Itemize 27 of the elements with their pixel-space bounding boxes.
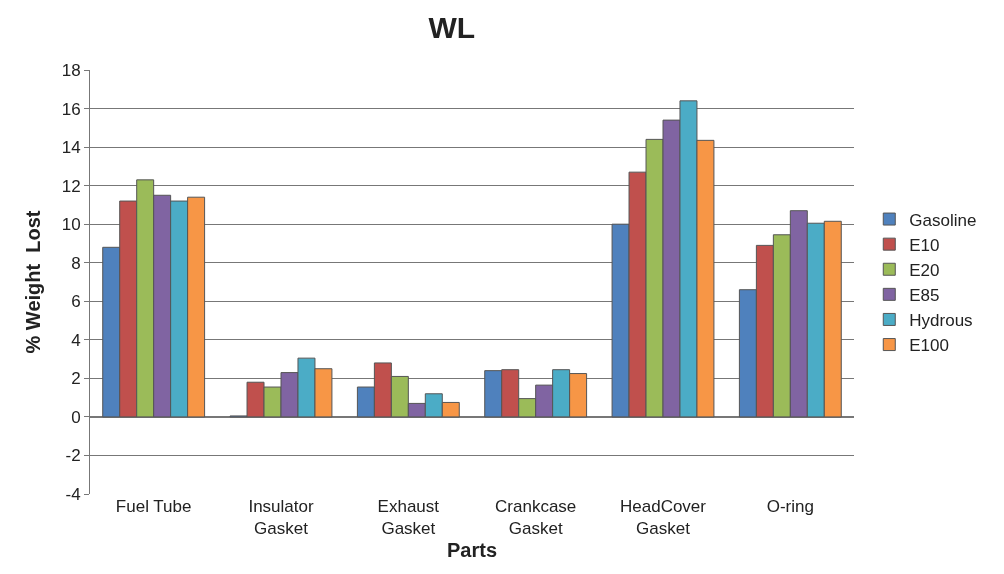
y-tick-label: -2: [65, 446, 81, 466]
legend-label: Hydrous: [909, 311, 973, 331]
legend-label: E100: [909, 336, 949, 356]
y-axis-title: % Weight Lost: [22, 210, 45, 354]
x-tick-label: HeadCover Gasket: [620, 497, 707, 539]
y-tick-label: 6: [71, 292, 81, 312]
legend-label: E85: [909, 285, 940, 305]
x-tick-label: Exhaust Gasket: [377, 497, 440, 539]
y-tick-label: 0: [71, 407, 81, 427]
legend-label: E10: [909, 235, 940, 255]
x-tick-label: Insulator Gasket: [248, 497, 314, 539]
legend-label: Gasoline: [909, 210, 977, 230]
x-tick-label: Fuel Tube: [115, 497, 192, 516]
y-tick-label: 18: [61, 60, 81, 80]
y-tick-label: 4: [71, 330, 81, 350]
x-tick-label: Crankcase Gasket: [495, 497, 577, 539]
y-tick-label: 16: [61, 99, 81, 119]
y-tick-label: 10: [61, 215, 81, 235]
y-tick-label: 8: [71, 253, 81, 273]
y-tick-label: 2: [71, 369, 81, 389]
y-tick-label: -4: [65, 484, 81, 504]
x-tick-label: O-ring: [766, 497, 814, 516]
y-tick-label: 12: [61, 176, 81, 196]
x-axis-title: Parts: [446, 538, 498, 561]
chart-title: WL: [428, 11, 476, 45]
legend-label: E20: [909, 260, 940, 280]
y-tick-label: 14: [61, 138, 81, 158]
